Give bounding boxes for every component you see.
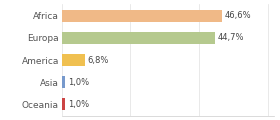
Text: 6,8%: 6,8% bbox=[88, 55, 109, 65]
Bar bbox=[62, 76, 65, 88]
Text: 46,6%: 46,6% bbox=[224, 11, 251, 20]
Text: 1,0%: 1,0% bbox=[68, 100, 89, 109]
Bar bbox=[62, 32, 215, 44]
Bar bbox=[62, 98, 65, 110]
Bar bbox=[62, 54, 85, 66]
Text: 44,7%: 44,7% bbox=[218, 33, 244, 42]
Bar bbox=[62, 10, 221, 22]
Text: 1,0%: 1,0% bbox=[68, 78, 89, 87]
